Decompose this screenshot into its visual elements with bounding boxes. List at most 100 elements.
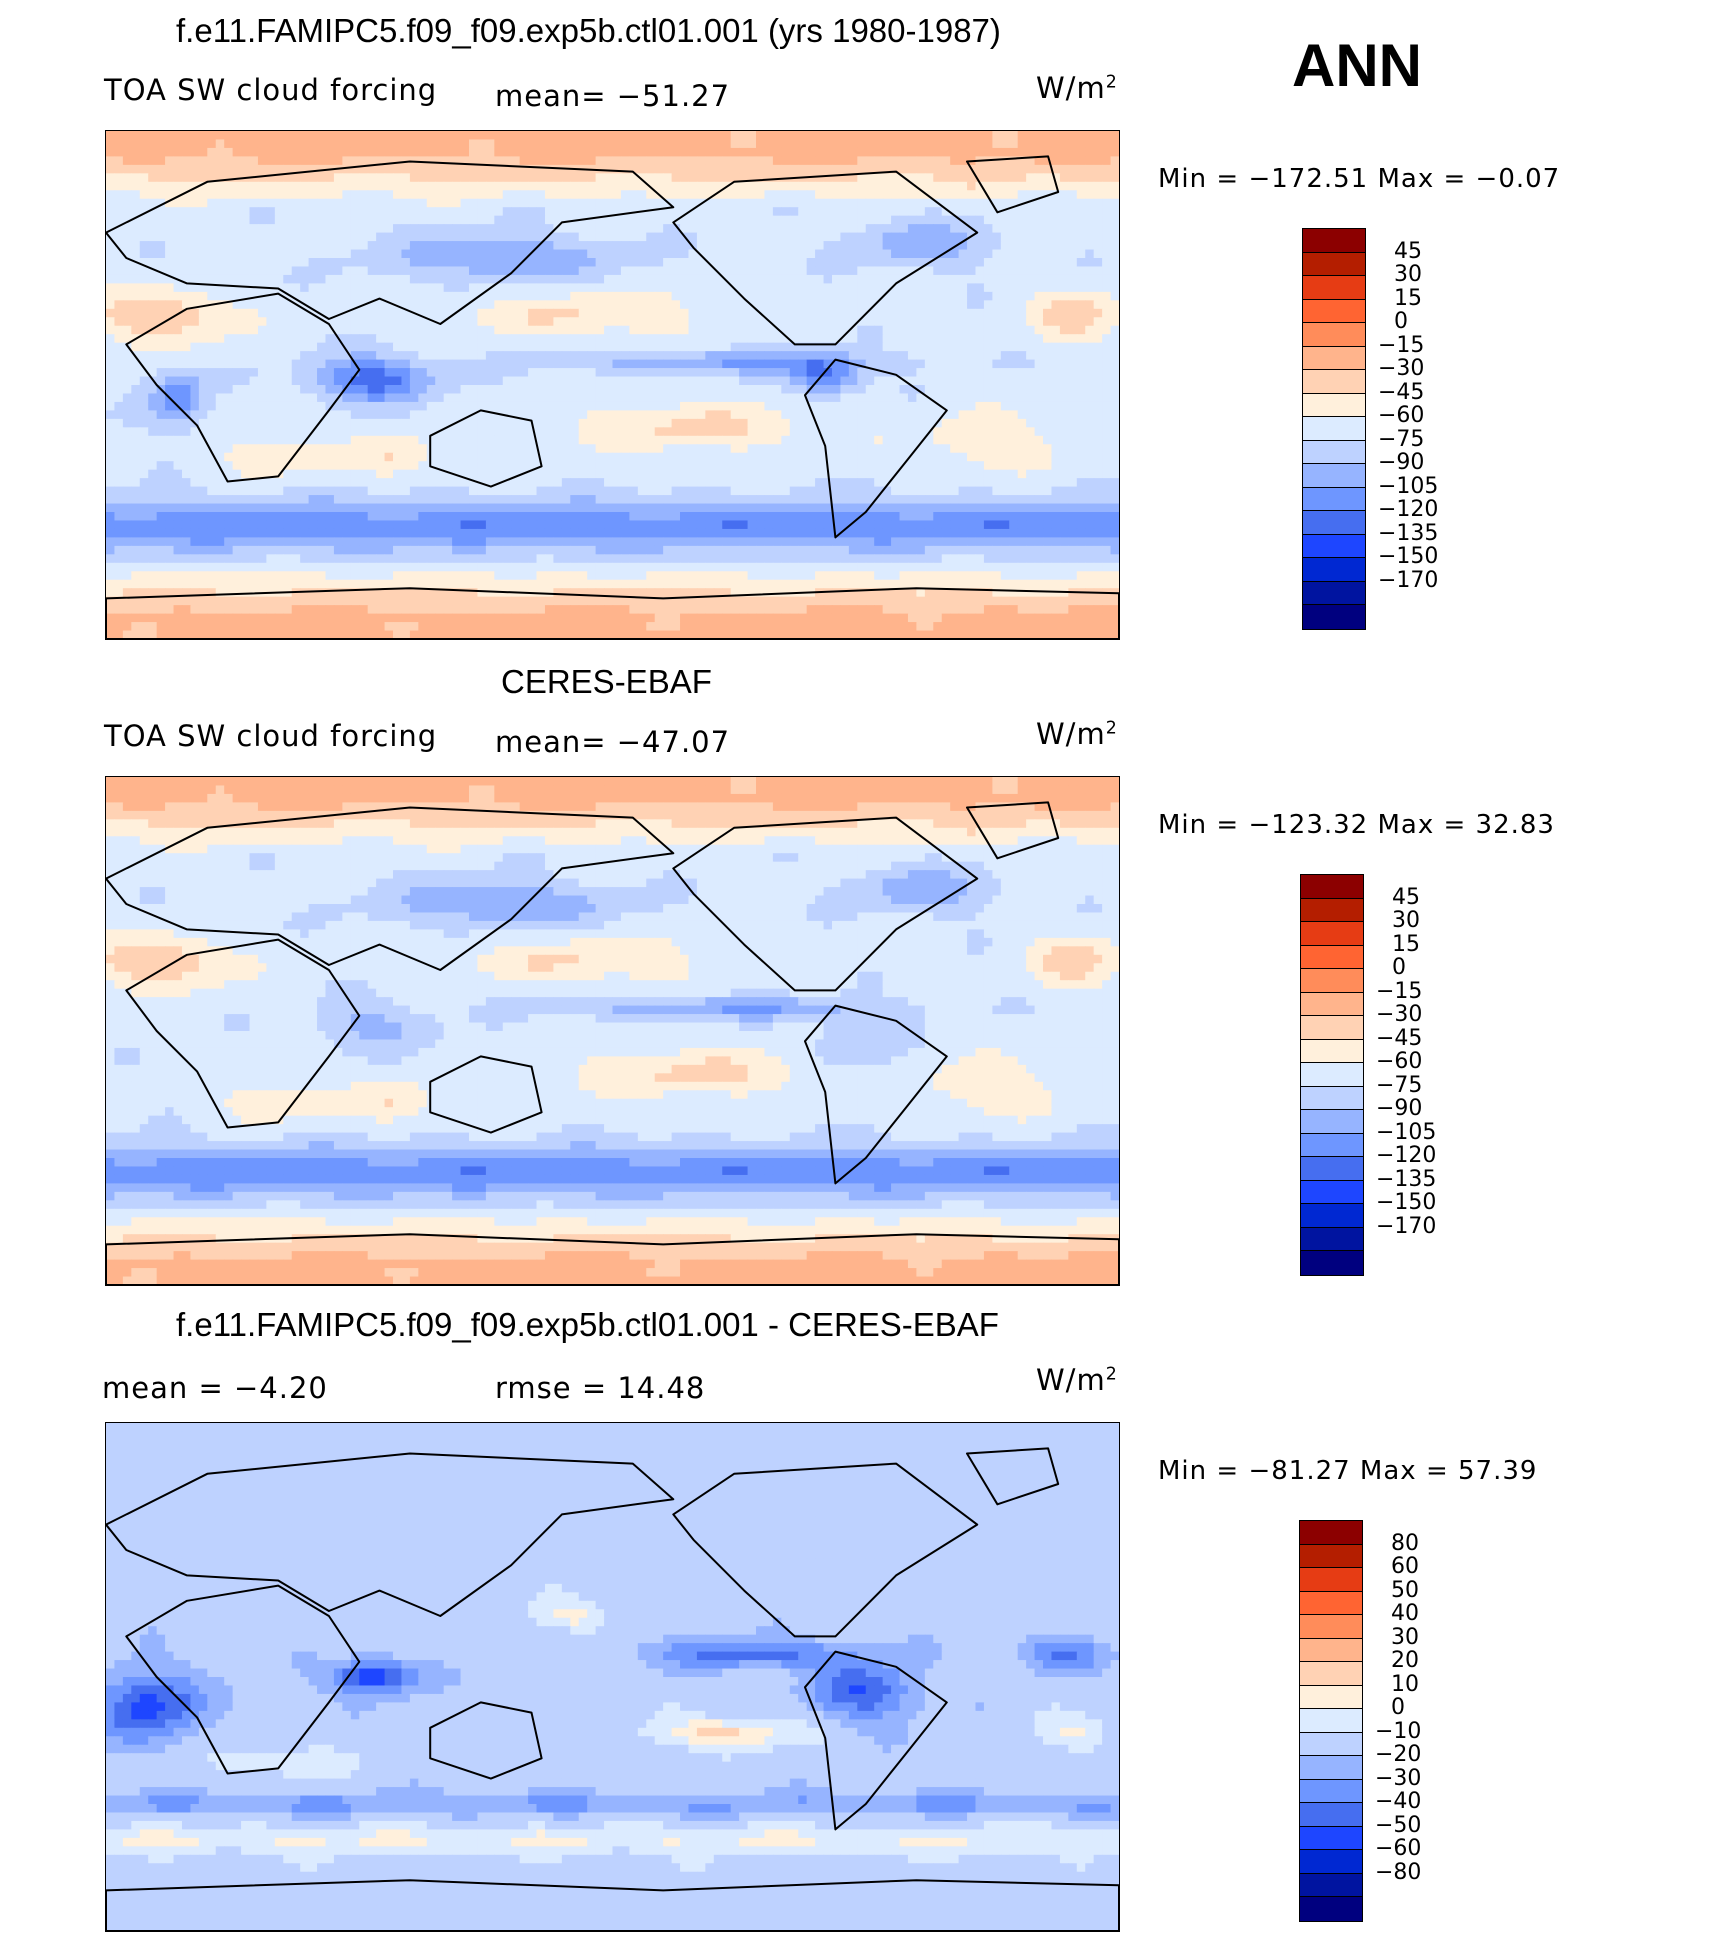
colorbar-tick-label: −75 <box>1376 1074 1422 1097</box>
colorbar-box <box>1301 1086 1363 1111</box>
colorbar-tick-label: 30 <box>1394 264 1422 286</box>
panel-1-units: W/m2 <box>1036 74 1118 103</box>
colorbar-box <box>1301 1204 1363 1228</box>
colorbar-box <box>1303 511 1365 535</box>
colorbar-box <box>1303 464 1365 488</box>
colorbar-box <box>1301 1227 1363 1252</box>
colorbar-tick-label: −30 <box>1376 1004 1422 1026</box>
panel-1-minmax: Min = −172.51 Max = −0.07 <box>1158 166 1560 192</box>
panel-2-variable-label: TOA SW cloud forcing <box>104 722 437 751</box>
colorbar-tick-label: 40 <box>1391 1603 1419 1625</box>
colorbar-box <box>1300 1521 1362 1545</box>
coastline <box>804 358 948 539</box>
colorbar-box <box>1300 1756 1362 1780</box>
colorbar-tick-label: −150 <box>1376 1192 1436 1214</box>
colorbar-tick-label: −10 <box>1375 1720 1421 1743</box>
colorbar-box <box>1301 1180 1363 1205</box>
colorbar-tick-label: −120 <box>1376 1145 1436 1167</box>
panel-1-map <box>105 130 1120 640</box>
colorbar-box <box>1300 1615 1362 1639</box>
colorbar-box <box>1303 605 1365 629</box>
coastline <box>106 806 675 971</box>
colorbar-box <box>1301 1016 1363 1040</box>
colorbar-box <box>1303 534 1365 559</box>
colorbar-tick-label: 30 <box>1391 1626 1419 1649</box>
colorbar-box <box>1300 1638 1362 1663</box>
colorbar-tick-label: −75 <box>1378 428 1424 451</box>
colorbar-box <box>1300 1568 1362 1592</box>
colorbar-tick-label: −20 <box>1375 1744 1421 1766</box>
colorbar-box <box>1303 276 1365 300</box>
colorbar-tick-label: −15 <box>1376 980 1422 1003</box>
colorbar-tick-label: 0 <box>1394 311 1408 333</box>
panel-3-map <box>105 1422 1120 1932</box>
colorbar-tick-label: −45 <box>1378 381 1424 404</box>
colorbar-tick-label: −135 <box>1376 1168 1436 1191</box>
colorbar-box <box>1301 1251 1363 1275</box>
colorbar-box <box>1301 945 1363 970</box>
coastline <box>106 587 1119 639</box>
colorbar-tick-label: 0 <box>1391 1697 1405 1719</box>
colorbar-tick-label: −60 <box>1376 1051 1422 1073</box>
colorbar-tick-label: −170 <box>1376 1215 1436 1238</box>
coastline <box>672 816 979 992</box>
coastline <box>125 938 361 1129</box>
panel-2-map <box>105 776 1120 1286</box>
coastline <box>106 1452 675 1617</box>
colorbar-box <box>1303 440 1365 465</box>
colorbar-box <box>1300 1779 1362 1804</box>
map-field <box>106 777 1119 1285</box>
colorbar-box <box>1300 1897 1362 1921</box>
panel-3-rmse-label: rmse = 14.48 <box>495 1374 705 1403</box>
coastline <box>125 1584 361 1775</box>
colorbar-box <box>1303 323 1365 347</box>
colorbar-box <box>1301 898 1363 923</box>
colorbar-box <box>1300 1850 1362 1874</box>
panel-2-minmax: Min = −123.32 Max = 32.83 <box>1158 812 1555 838</box>
colorbar-tick-label: −80 <box>1375 1861 1421 1884</box>
colorbar-tick-label: −60 <box>1375 1838 1421 1860</box>
colorbar-tick-label: −105 <box>1376 1121 1436 1144</box>
season-label: ANN <box>1292 36 1422 96</box>
colorbar-tick-label: 20 <box>1391 1650 1419 1672</box>
colorbar-box <box>1300 1826 1362 1851</box>
colorbar-box <box>1301 922 1363 946</box>
coastline <box>106 1879 1119 1931</box>
colorbar-box <box>1300 1544 1362 1569</box>
colorbar-tick-label: −30 <box>1378 358 1424 380</box>
panel-3-colorbar <box>1299 1520 1363 1922</box>
colorbar-tick-label: −120 <box>1378 499 1438 521</box>
panel-2-units: W/m2 <box>1036 720 1118 749</box>
colorbar-box <box>1300 1591 1362 1616</box>
map-field <box>106 1423 1119 1931</box>
coastline <box>125 292 361 483</box>
colorbar-box <box>1303 393 1365 418</box>
colorbar-tick-label: −135 <box>1378 522 1438 545</box>
colorbar-tick-label: 50 <box>1391 1579 1419 1602</box>
colorbar-tick-label: −50 <box>1375 1814 1421 1837</box>
colorbar-box <box>1303 417 1365 441</box>
colorbar-tick-label: −40 <box>1375 1791 1421 1813</box>
panel-2-mean-label: mean= −47.07 <box>495 728 730 757</box>
panel-1-colorbar <box>1302 228 1366 630</box>
colorbar-tick-label: −15 <box>1378 334 1424 357</box>
colorbar-tick-label: −90 <box>1378 452 1424 474</box>
colorbar-box <box>1301 969 1363 993</box>
colorbar-tick-label: 10 <box>1391 1673 1419 1696</box>
panel-1-variable-label: TOA SW cloud forcing <box>104 76 437 105</box>
colorbar-box <box>1301 1039 1363 1064</box>
coastline <box>429 409 543 488</box>
colorbar-tick-label: 15 <box>1392 933 1420 956</box>
colorbar-box <box>1303 346 1365 371</box>
panel-2-colorbar <box>1300 874 1364 1276</box>
colorbar-box <box>1303 370 1365 394</box>
panel-3-title: f.e11.FAMIPC5.f09_f09.exp5b.ctl01.001 - … <box>176 1308 999 1341</box>
colorbar-tick-label: −105 <box>1378 475 1438 498</box>
colorbar-tick-label: 45 <box>1394 240 1422 263</box>
colorbar-box <box>1301 1110 1363 1134</box>
panel-1-title: f.e11.FAMIPC5.f09_f09.exp5b.ctl01.001 (y… <box>176 14 1001 47</box>
map-field <box>106 131 1119 639</box>
colorbar-tick-label: 15 <box>1394 287 1422 310</box>
coastline <box>429 1701 543 1780</box>
coastline <box>966 1447 1060 1506</box>
